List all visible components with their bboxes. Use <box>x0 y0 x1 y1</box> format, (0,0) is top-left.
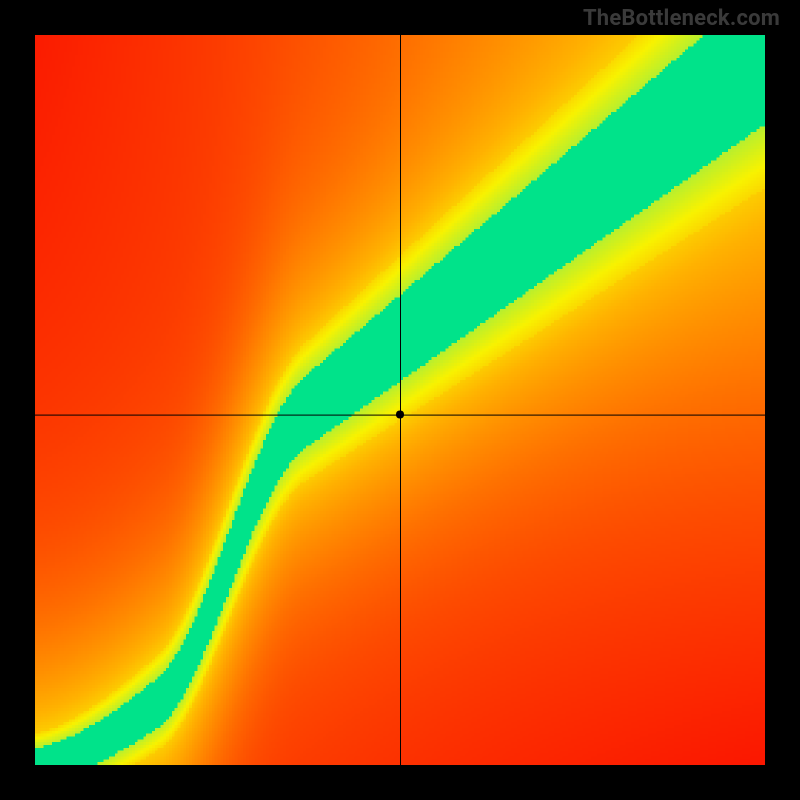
watermark-text: TheBottleneck.com <box>583 6 780 31</box>
chart-frame: TheBottleneck.com <box>0 0 800 800</box>
crosshair-overlay <box>35 35 765 765</box>
